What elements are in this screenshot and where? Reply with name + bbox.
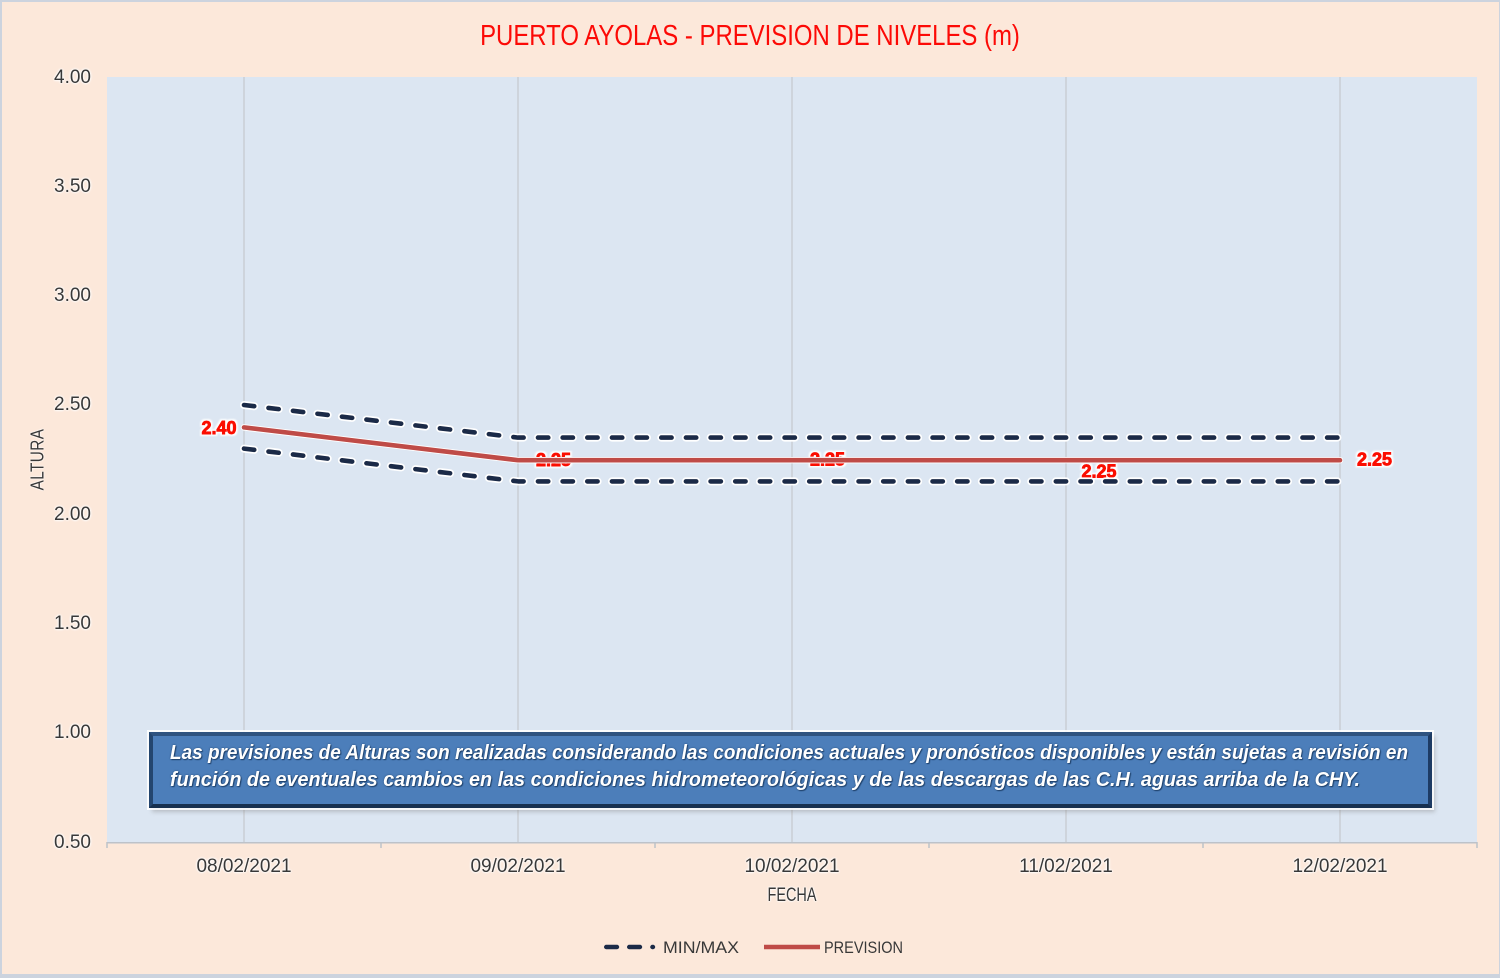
svg-text:2.40: 2.40 — [201, 418, 236, 438]
svg-text:2.25: 2.25 — [1082, 461, 1117, 481]
svg-text:2.25: 2.25 — [1357, 450, 1392, 470]
